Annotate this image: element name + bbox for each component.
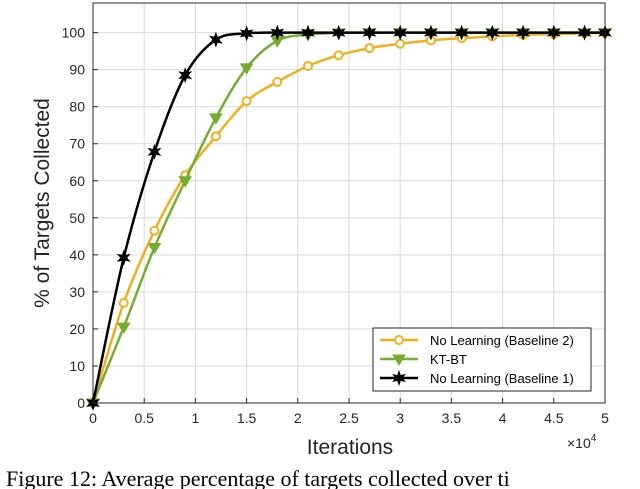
y-tick-label: 10: [69, 358, 85, 374]
data-point: [241, 96, 252, 107]
x-tick-label: 2.5: [339, 410, 359, 426]
data-point: [210, 131, 221, 142]
data-point: [118, 298, 129, 308]
data-point: [272, 76, 283, 87]
y-tick-label: 70: [69, 136, 85, 152]
data-point: [149, 225, 160, 236]
data-point: [364, 43, 375, 54]
y-tick-label: 60: [69, 173, 85, 189]
x-tick-label: 2: [294, 410, 302, 426]
ticks: 0 0.5 1 1.5 2 2.5 3 3.5 4 4.5 50102030405060708090…: [62, 25, 609, 426]
data-point: [331, 24, 346, 41]
x-tick-label: 4.5: [544, 410, 564, 426]
x-axis-multiplier: ×104: [567, 433, 597, 451]
data-point: [239, 63, 254, 75]
data-point: [303, 60, 314, 71]
data-point: [270, 24, 285, 41]
x-tick-label: 0: [89, 410, 97, 426]
legend-item: KT-BT: [380, 352, 467, 367]
y-tick-label: 20: [69, 321, 85, 337]
data-point: [116, 249, 131, 266]
legend-marker: [392, 369, 406, 387]
legend-item: No Learning (Baseline 1): [380, 369, 574, 387]
data-point: [577, 24, 592, 41]
data-point: [147, 242, 162, 255]
data-point: [393, 24, 408, 41]
legend-label: No Learning (Baseline 2): [430, 333, 574, 348]
x-multiplier-exponent: 4: [591, 433, 597, 444]
x-tick-label: 3: [396, 410, 404, 426]
x-tick-label: 5: [601, 410, 609, 426]
legend-label: KT-BT: [430, 352, 467, 367]
x-tick-label: 3.5: [442, 410, 462, 426]
legend-item: No Learning (Baseline 2): [380, 333, 574, 348]
legend-items: No Learning (Baseline 2) KT-BT No Learning…: [380, 333, 574, 387]
legend: No Learning (Baseline 2) KT-BT No Learning…: [372, 327, 592, 392]
y-tick-label: 80: [69, 99, 85, 115]
x-axis-label: Iterations: [307, 436, 393, 459]
legend-marker: [394, 335, 404, 345]
data-point: [239, 25, 254, 42]
data-point: [485, 24, 500, 41]
data-point: [333, 50, 344, 61]
y-tick-label: 90: [69, 62, 85, 78]
data-point: [516, 24, 531, 41]
data-point: [301, 24, 316, 41]
data-point: [546, 24, 561, 41]
x-tick-label: 0.5: [134, 410, 154, 426]
x-tick-label: 1.5: [237, 410, 257, 426]
y-tick-label: 50: [69, 210, 85, 226]
data-point: [178, 67, 193, 84]
y-axis-label: % of Targets Collected: [31, 98, 54, 308]
data-point: [395, 38, 406, 49]
data-point: [454, 24, 469, 41]
figure-caption: Figure 12: Average percentage of targets…: [6, 466, 510, 489]
y-tick-label: 40: [69, 247, 85, 263]
x-tick-label: 1: [192, 410, 200, 426]
y-tick-label: 30: [69, 284, 85, 300]
y-tick-label: 100: [62, 25, 86, 41]
legend-label: No Learning (Baseline 1): [430, 371, 574, 386]
data-point: [147, 143, 162, 160]
legend-marker: [392, 354, 406, 366]
data-point: [116, 322, 131, 335]
y-tick-label: 0: [77, 395, 85, 411]
data-point: [208, 31, 223, 48]
data-point: [362, 24, 377, 41]
x-multiplier-base: ×10: [567, 435, 591, 451]
data-point: [208, 113, 223, 125]
x-tick-label: 4: [499, 410, 507, 426]
data-point: [423, 24, 438, 41]
data-point: [178, 176, 193, 188]
